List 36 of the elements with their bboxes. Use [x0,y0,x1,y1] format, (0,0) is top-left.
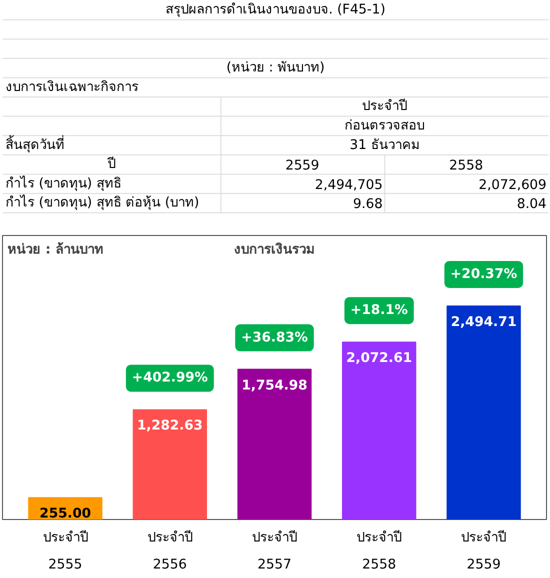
data-label: 1,282.63 [137,418,203,434]
text: 9.68 [353,197,383,212]
x-tick-label: ประจำปี 2555 [42,530,88,572]
text: 8.04 [516,197,547,212]
data-label: 2,072.61 [346,351,412,366]
text: 2559 [285,158,320,174]
text: สรุปผลการดำเนินงานของบจ. (F45-1) [166,2,386,18]
chart-subtitle: หน่วย : ล้านบาท [8,242,104,258]
text: กำไร (ขาดทุน) สุทธิ ต่อหุ้น (บาท) [5,194,200,211]
data-label: 2,494.71 [450,314,517,330]
text: 2558 [449,158,484,174]
text: ก่อนตรวจสอบ [344,118,425,134]
x-tick-label: ประจำปี 2556 [147,530,192,572]
data-label: 255.00 [40,506,91,522]
data-label: 1,754.98 [242,378,308,394]
text: 2,072,609 [478,178,547,193]
chart-title: งบการเงินรวม [234,242,315,258]
text: งบการเงินเฉพาะกิจการ [5,80,138,95]
annotation: +20.37% [450,266,518,282]
text: 2,494,705 [314,178,383,193]
bar [237,368,312,520]
text: 31 ธันวาคม [350,138,420,153]
text: ปี [106,156,116,172]
x-tick-label: ประจำปี 2559 [461,530,506,572]
bar [446,305,521,520]
annotation: +36.83% [241,330,308,346]
text: (หน่วย : พันบาท) [226,60,325,76]
bar [342,342,416,520]
text: ประจำปี [362,98,408,114]
x-tick-label: ประจำปี 2557 [252,530,297,572]
text: กำไร (ขาดทุน) สุทธิ [5,175,122,192]
x-tick-label: ประจำปี 2558 [356,530,402,572]
annotation: +402.99% [132,370,208,386]
bar [132,409,207,520]
text: สิ้นสุดวันที่ [5,134,64,153]
annotation: +18.1% [350,303,408,318]
